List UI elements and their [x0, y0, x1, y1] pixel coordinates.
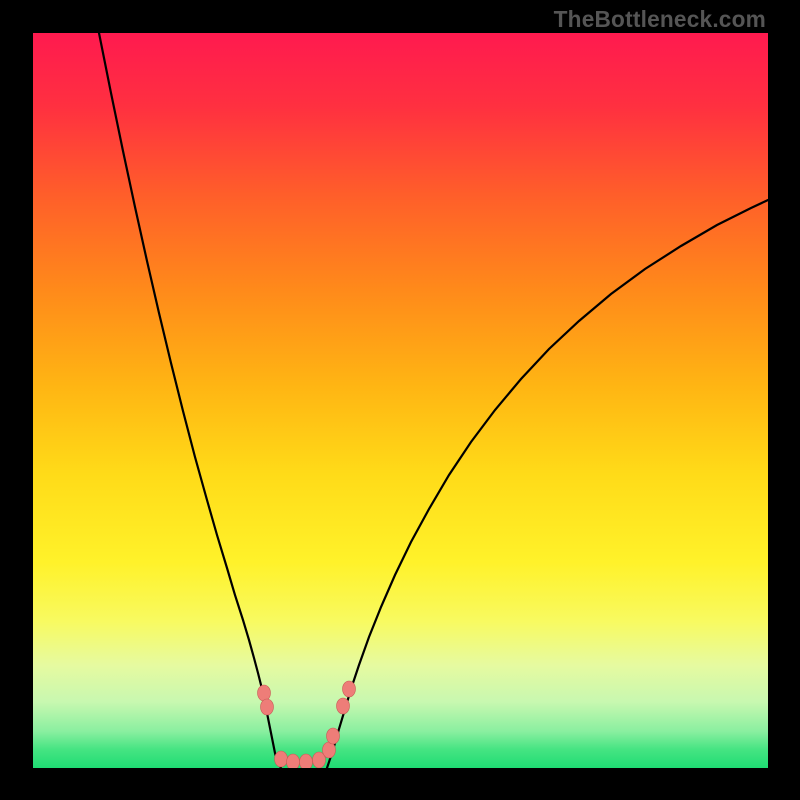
left-curve	[99, 33, 281, 768]
data-marker	[327, 728, 340, 744]
plot-area	[33, 33, 768, 768]
data-marker	[275, 751, 288, 767]
watermark-text: TheBottleneck.com	[554, 6, 766, 33]
data-marker	[343, 681, 356, 697]
right-curve	[327, 200, 768, 768]
figure-container: TheBottleneck.com	[0, 0, 800, 800]
data-marker	[323, 742, 336, 758]
data-marker	[300, 754, 313, 768]
data-marker	[337, 698, 350, 714]
data-marker	[261, 699, 274, 715]
data-marker	[258, 685, 271, 701]
data-marker	[287, 754, 300, 768]
curve-overlay	[33, 33, 768, 768]
